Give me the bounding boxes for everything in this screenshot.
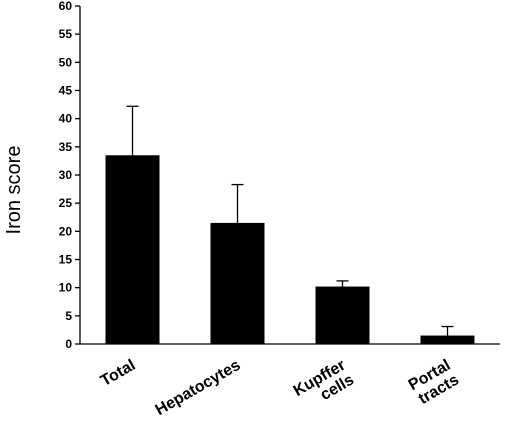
y-tick-label: 50: [59, 55, 73, 69]
category-label-kupffer-cells: Kupffercells: [291, 357, 357, 415]
y-tick-label: 25: [59, 196, 73, 210]
category-label-line: Total: [98, 357, 139, 390]
category-label-line: Hepatocytes: [153, 357, 244, 419]
y-tick-label: 5: [65, 309, 72, 323]
category-label-hepatocytes: Hepatocytes: [153, 357, 244, 419]
error-bars-group: [126, 105, 454, 336]
y-axis-title-group: Iron score: [3, 146, 25, 235]
bar-portal-tracts: [420, 335, 475, 344]
y-axis: 0 5 10 15 20 25 30 35 40 45 50 55 60: [59, 0, 81, 351]
y-tick-label: 55: [59, 27, 73, 41]
y-tick-label: 10: [59, 281, 73, 295]
y-tick-label: 35: [59, 140, 73, 154]
bars-group: [105, 155, 475, 344]
y-tick-label: 45: [59, 84, 73, 98]
bar-hepatocytes: [210, 222, 265, 344]
y-tick-label: 20: [59, 224, 73, 238]
y-tick-label: 15: [59, 253, 73, 267]
bar-kupffer-cells: [315, 286, 370, 344]
y-tick-label: 30: [59, 168, 73, 182]
y-tick-label: 0: [65, 337, 72, 351]
category-labels-group: Total Hepatocytes Kupffercells Portaltracts: [98, 357, 462, 419]
y-tick-label: 60: [59, 0, 73, 13]
y-tick-label: 40: [59, 112, 73, 126]
category-label-total: Total: [98, 357, 139, 390]
y-axis-title: Iron score: [3, 146, 25, 235]
bar-total: [105, 155, 160, 344]
category-label-portal-tracts: Portaltracts: [406, 357, 462, 409]
